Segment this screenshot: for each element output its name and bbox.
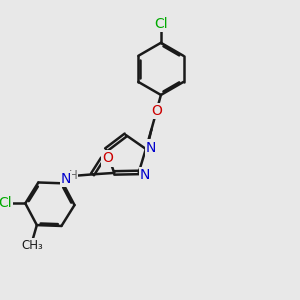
Text: N: N — [140, 168, 150, 182]
Text: N: N — [146, 140, 156, 154]
Text: H: H — [69, 169, 77, 182]
Text: O: O — [102, 152, 113, 165]
Text: Cl: Cl — [154, 17, 168, 31]
Text: Cl: Cl — [0, 196, 12, 210]
Text: CH₃: CH₃ — [22, 239, 44, 252]
Text: O: O — [151, 104, 162, 118]
Text: N: N — [61, 172, 71, 186]
